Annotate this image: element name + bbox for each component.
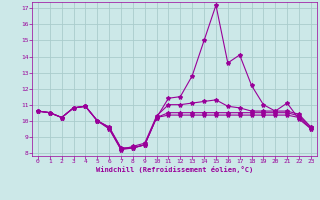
X-axis label: Windchill (Refroidissement éolien,°C): Windchill (Refroidissement éolien,°C)	[96, 166, 253, 173]
